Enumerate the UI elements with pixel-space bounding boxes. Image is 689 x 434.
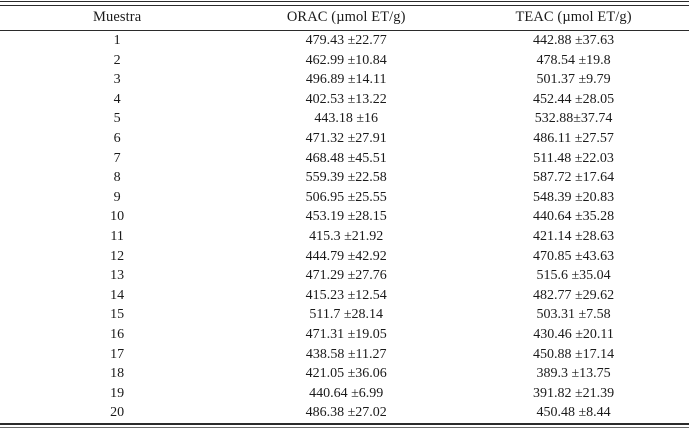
orac-value-cell: 486.38 ±27.02: [305, 405, 387, 421]
table-row: 7 468.48 ±45.51 511.48 ±22.03: [0, 149, 689, 169]
sample-number-cell: 9: [113, 189, 121, 205]
sample-number-cell: 10: [110, 209, 125, 225]
orac-value-cell: 438.58 ±11.27: [305, 346, 387, 362]
teac-value-cell: 450.48 ±8.44: [536, 405, 611, 421]
teac-value-cell: 440.64 ±35.28: [532, 209, 615, 225]
teac-value-cell: 511.48 ±22.03: [533, 150, 614, 166]
sample-number-cell: 3: [113, 72, 121, 88]
teac-value-cell: 450.88 ±17.14: [532, 346, 615, 362]
table-row: 5 443.18 ±16 532.88±37.74: [0, 109, 689, 129]
teac-value-cell: 548.39 ±20.83: [532, 189, 615, 205]
table-row: 12 444.79 ±42.92 470.85 ±43.63: [0, 247, 689, 267]
orac-value-cell: 415.23 ±12.54: [305, 287, 387, 303]
teac-value-cell: 389.3 ±13.75: [536, 366, 611, 382]
column-header-muestra: Muestra: [0, 5, 235, 31]
sample-number-cell: 18: [110, 366, 125, 382]
sample-number-cell: 20: [110, 405, 125, 421]
sample-number-cell: 15: [110, 307, 125, 323]
orac-value-cell: 402.53 ±13.22: [305, 91, 387, 107]
orac-value-cell: 479.43 ±22.77: [305, 33, 387, 48]
table-row: 1 479.43 ±22.77 442.88 ±37.63: [0, 31, 689, 51]
orac-value-cell: 471.29 ±27.76: [305, 268, 387, 284]
teac-value-cell: 430.46 ±20.11: [533, 326, 614, 342]
sample-number-cell: 11: [110, 228, 124, 244]
table-row: 17 438.58 ±11.27 450.88 ±17.14: [0, 345, 689, 365]
column-header-orac: ORAC (µmol ET/g): [234, 5, 459, 31]
table-row: 3 496.89 ±14.11 501.37 ±9.79: [0, 70, 689, 90]
orac-teac-results-table: Muestra ORAC (µmol ET/g) TEAC (µmol ET/g…: [0, 5, 689, 425]
teac-value-cell: 391.82 ±21.39: [532, 385, 615, 401]
teac-value-cell: 452.44 ±28.05: [532, 91, 615, 107]
teac-value-cell: 515.6 ±35.04: [536, 268, 611, 284]
sample-number-cell: 6: [113, 130, 121, 146]
orac-value-cell: 421.05 ±36.06: [305, 366, 387, 382]
teac-value-cell: 442.88 ±37.63: [532, 33, 615, 48]
teac-value-cell: 478.54 ±19.8: [536, 52, 611, 68]
table-row: 6 471.32 ±27.91 486.11 ±27.57: [0, 129, 689, 149]
sample-number-cell: 14: [110, 287, 125, 303]
orac-value-cell: 440.64 ±6.99: [309, 385, 384, 401]
orac-value-cell: 453.19 ±28.15: [305, 209, 387, 225]
sample-number-cell: 19: [110, 385, 125, 401]
table-row: 8 559.39 ±22.58 587.72 ±17.64: [0, 168, 689, 188]
column-header-teac: TEAC (µmol ET/g): [458, 5, 689, 31]
teac-value-cell: 421.14 ±28.63: [532, 228, 615, 244]
orac-value-cell: 471.32 ±27.91: [305, 130, 387, 146]
orac-value-cell: 559.39 ±22.58: [305, 170, 387, 186]
table-row: 13 471.29 ±27.76 515.6 ±35.04: [0, 266, 689, 286]
teac-value-cell: 486.11 ±27.57: [533, 130, 614, 146]
orac-value-cell: 511.7 ±28.14: [309, 307, 384, 323]
sample-number-cell: 8: [113, 170, 121, 186]
sample-number-cell: 1: [113, 33, 121, 48]
table-row: 19 440.64 ±6.99 391.82 ±21.39: [0, 384, 689, 404]
header-row: Muestra ORAC (µmol ET/g) TEAC (µmol ET/g…: [0, 5, 689, 31]
sample-number-cell: 7: [113, 150, 121, 166]
table-row: 15 511.7 ±28.14 503.31 ±7.58: [0, 305, 689, 325]
sample-number-cell: 16: [110, 326, 125, 342]
table-row: 14 415.23 ±12.54 482.77 ±29.62: [0, 286, 689, 306]
table-row: 18 421.05 ±36.06 389.3 ±13.75: [0, 364, 689, 384]
teac-value-cell: 470.85 ±43.63: [532, 248, 615, 264]
table-body: 1 479.43 ±22.77 442.88 ±37.63 2 462.99 ±10.8…: [0, 31, 689, 424]
teac-value-cell: 532.88±37.74: [534, 111, 613, 127]
teac-value-cell: 501.37 ±9.79: [536, 72, 611, 88]
orac-value-cell: 471.31 ±19.05: [305, 326, 387, 342]
sample-number-cell: 4: [113, 91, 121, 107]
table-row: 16 471.31 ±19.05 430.46 ±20.11: [0, 325, 689, 345]
sample-number-cell: 5: [113, 111, 121, 127]
table-row: 20 486.38 ±27.02 450.48 ±8.44: [0, 403, 689, 424]
table-row: 4 402.53 ±13.22 452.44 ±28.05: [0, 90, 689, 110]
orac-value-cell: 496.89 ±14.11: [305, 72, 387, 88]
orac-value-cell: 444.79 ±42.92: [305, 248, 387, 264]
sample-number-cell: 12: [110, 248, 125, 264]
table-row: 9 506.95 ±25.55 548.39 ±20.83: [0, 188, 689, 208]
orac-value-cell: 506.95 ±25.55: [305, 189, 387, 205]
table-header: Muestra ORAC (µmol ET/g) TEAC (µmol ET/g…: [0, 5, 689, 31]
orac-value-cell: 468.48 ±45.51: [305, 150, 387, 166]
sample-number-cell: 13: [110, 268, 125, 284]
teac-value-cell: 482.77 ±29.62: [532, 287, 615, 303]
orac-value-cell: 462.99 ±10.84: [305, 52, 387, 68]
teac-value-cell: 503.31 ±7.58: [536, 307, 611, 323]
orac-value-cell: 443.18 ±16: [314, 111, 379, 127]
table-row: 2 462.99 ±10.84 478.54 ±19.8: [0, 51, 689, 71]
sample-number-cell: 17: [110, 346, 125, 362]
table-row: 10 453.19 ±28.15 440.64 ±35.28: [0, 207, 689, 227]
orac-value-cell: 415.3 ±21.92: [309, 228, 384, 244]
sample-number-cell: 2: [113, 52, 121, 68]
teac-value-cell: 587.72 ±17.64: [532, 170, 615, 186]
table-row: 11 415.3 ±21.92 421.14 ±28.63: [0, 227, 689, 247]
